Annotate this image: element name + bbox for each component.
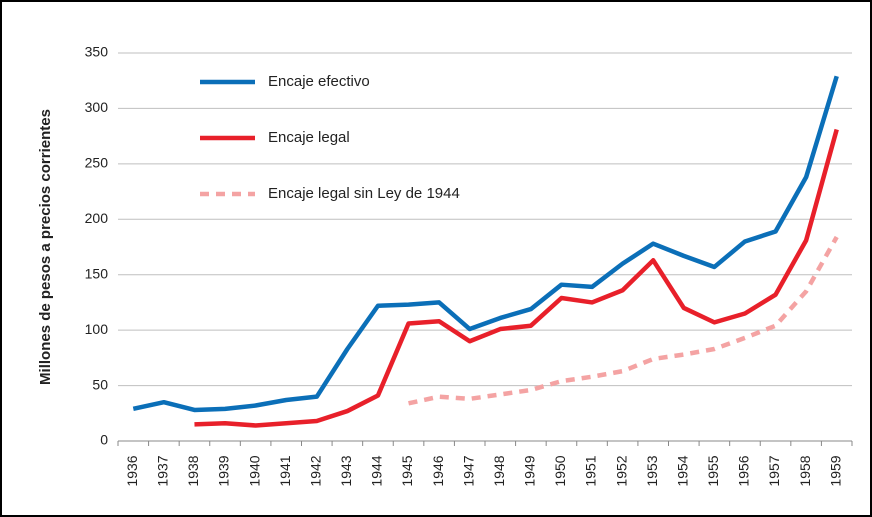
legend-label: Encaje legal sin Ley de 1944: [268, 185, 460, 202]
y-tick-label: 0: [100, 432, 108, 448]
x-tick-label: 1939: [216, 455, 232, 486]
y-tick-label: 300: [85, 99, 109, 115]
y-tick-label: 200: [85, 210, 109, 226]
y-tick-label: 350: [85, 44, 109, 60]
y-tick-label: 100: [85, 321, 109, 337]
x-tick-label: 1938: [185, 455, 201, 486]
series-line: [408, 235, 839, 406]
x-tick-label: 1936: [124, 455, 140, 486]
y-tick-label: 50: [92, 376, 108, 392]
x-tick-label: 1955: [705, 455, 721, 486]
y-tick-label: 150: [85, 265, 109, 281]
x-tick-label: 1952: [613, 455, 629, 486]
legend-label: Encaje legal: [268, 129, 350, 146]
x-tick-label: 1940: [246, 455, 262, 486]
x-tick-label: 1959: [827, 455, 843, 486]
x-tick-label: 1946: [430, 455, 446, 486]
series-line: [132, 75, 839, 413]
x-tick-label: 1958: [797, 455, 813, 486]
x-tick-label: 1954: [674, 455, 690, 486]
y-axis-label: Millones de pesos a precios corrientes: [37, 109, 54, 385]
x-tick-label: 1950: [552, 455, 568, 486]
y-tick-label: 250: [85, 155, 109, 171]
x-tick-label: 1944: [369, 455, 385, 486]
x-tick-label: 1937: [155, 455, 171, 486]
x-tick-label: 1951: [583, 455, 599, 486]
x-tick-label: 1949: [522, 455, 538, 486]
x-tick-label: 1953: [644, 455, 660, 486]
x-tick-label: 1947: [460, 455, 476, 486]
x-tick-label: 1941: [277, 455, 293, 486]
x-tick-label: 1957: [766, 455, 782, 486]
x-tick-label: 1942: [307, 455, 323, 486]
x-tick-label: 1948: [491, 455, 507, 486]
series-line: [194, 128, 839, 428]
x-tick-label: 1943: [338, 455, 354, 486]
legend-label: Encaje efectivo: [268, 73, 370, 90]
x-tick-label: 1956: [736, 455, 752, 486]
x-tick-label: 1945: [399, 455, 415, 486]
